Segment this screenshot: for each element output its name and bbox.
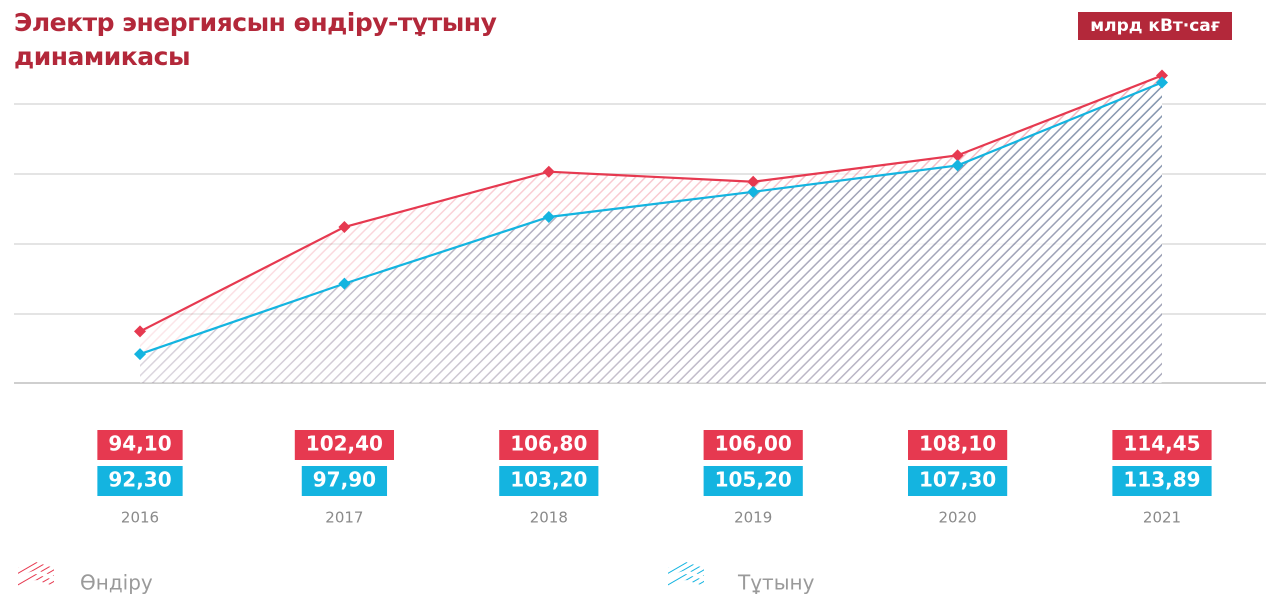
- value-label-box: [703, 466, 803, 496]
- x-tick-label: 2017: [325, 509, 363, 527]
- line: [139, 81, 1163, 356]
- marker: [338, 221, 351, 234]
- value-label-box: [908, 466, 1008, 496]
- marker: [951, 159, 964, 172]
- legend-icon: [18, 562, 54, 586]
- value-label: 92,30: [97, 466, 183, 496]
- x-tick-label: 2016: [121, 509, 159, 527]
- marker: [951, 149, 964, 162]
- line: [139, 74, 1163, 333]
- value-label: 102,40: [294, 430, 394, 460]
- x-tick-label: 2019: [734, 509, 772, 527]
- value-label: 107,30: [908, 466, 1008, 496]
- value-label-text: 103,20: [510, 468, 587, 492]
- value-label-text: 102,40: [306, 432, 383, 456]
- value-label: 97,90: [301, 466, 388, 496]
- x-tick-label: 2020: [939, 509, 977, 527]
- value-label-text: 113,89: [1123, 468, 1200, 492]
- value-label: 103,20: [499, 466, 599, 496]
- legend-label: Тұтыну: [737, 571, 815, 595]
- legend-label: Өндіру: [80, 571, 153, 595]
- value-label-box: [908, 430, 1008, 460]
- marker: [338, 277, 351, 290]
- x-tick-label: 2018: [530, 509, 568, 527]
- value-label: 94,10: [97, 430, 183, 460]
- value-label-text: 97,90: [313, 468, 376, 492]
- marker: [1156, 69, 1168, 82]
- value-label-box: [294, 430, 394, 460]
- value-label-text: 94,10: [108, 432, 171, 456]
- value-label-text: 106,80: [510, 432, 587, 456]
- value-label-box: [97, 466, 183, 496]
- value-label-text: 106,00: [715, 432, 792, 456]
- value-label: 114,45: [1112, 430, 1212, 460]
- value-label-text: 105,20: [715, 468, 792, 492]
- legend-icon: [668, 562, 704, 586]
- value-label-box: [499, 430, 599, 460]
- x-tick-label: 2021: [1143, 509, 1181, 527]
- value-label-box: [1112, 430, 1212, 460]
- value-label-box: [703, 430, 803, 460]
- value-label-box: [97, 430, 183, 460]
- value-label: 105,20: [703, 466, 803, 496]
- chart-title: Электр энергиясын өндіру-тұтыну динамика…: [14, 8, 497, 71]
- value-label-box: [499, 466, 599, 496]
- value-label: 106,00: [703, 430, 803, 460]
- value-label-text: 107,30: [919, 468, 996, 492]
- marker: [134, 348, 146, 361]
- marker: [542, 165, 555, 178]
- value-label: 106,80: [499, 430, 599, 460]
- value-label-box: [301, 466, 388, 496]
- unit-label: млрд кВт·сағ: [1078, 12, 1232, 40]
- marker: [1156, 76, 1168, 89]
- area: [140, 82, 1162, 384]
- value-label-text: 108,10: [919, 432, 996, 456]
- marker: [747, 185, 760, 198]
- marker: [134, 325, 146, 338]
- value-label-text: 92,30: [108, 468, 171, 492]
- marker: [542, 210, 555, 223]
- value-label-box: [1112, 466, 1212, 496]
- value-label-text: 114,45: [1123, 432, 1200, 456]
- marker: [747, 175, 760, 188]
- value-label: 113,89: [1112, 466, 1212, 496]
- value-label: 108,10: [908, 430, 1008, 460]
